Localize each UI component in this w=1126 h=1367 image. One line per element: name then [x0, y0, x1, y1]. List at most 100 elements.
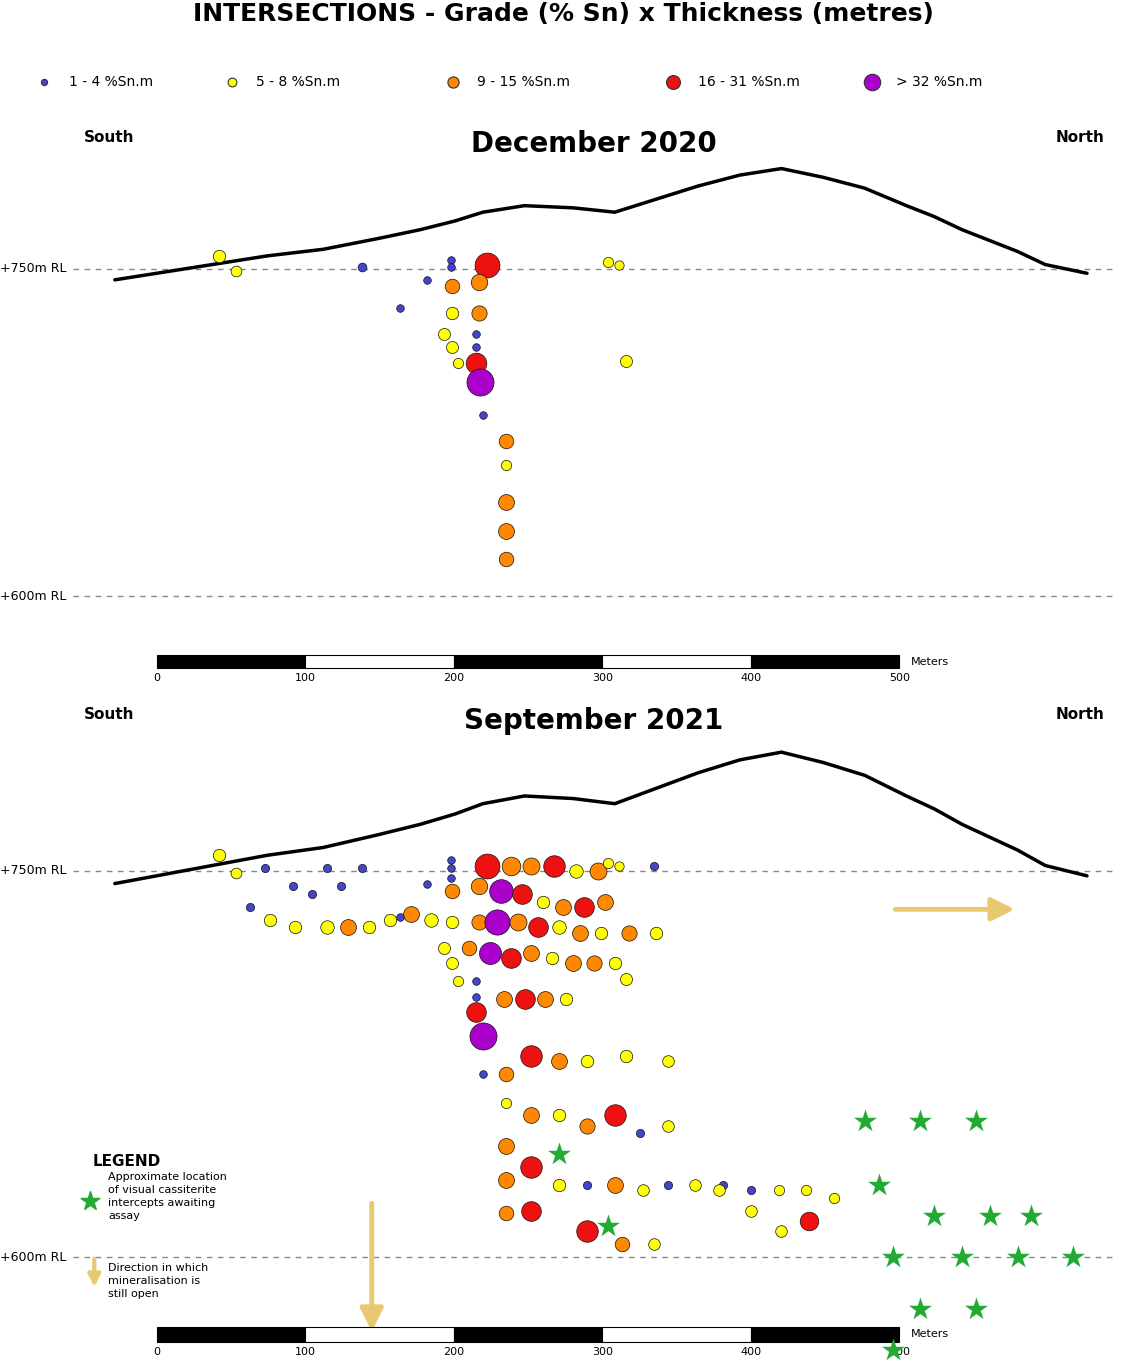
Point [332, 875, 350, 897]
Bar [454, 655, 602, 668]
Point [319, 857, 337, 879]
Point [606, 1105, 624, 1126]
Point [501, 947, 519, 969]
Point [911, 1110, 929, 1132]
Point [599, 252, 617, 273]
Text: Meters: Meters [911, 1329, 949, 1340]
Point [516, 988, 534, 1010]
Point [256, 857, 274, 879]
Point [449, 351, 467, 373]
Text: 0: 0 [153, 1348, 160, 1357]
Point [391, 297, 409, 319]
Point [441, 857, 459, 879]
Text: Meters: Meters [911, 656, 949, 667]
Point [441, 849, 459, 871]
Point [606, 1174, 624, 1196]
Point [261, 909, 279, 931]
Point [647, 921, 665, 943]
Point [467, 971, 485, 992]
Text: INTERSECTIONS - Grade (% Sn) x Thickness (metres): INTERSECTIONS - Grade (% Sn) x Thickness… [193, 1, 933, 26]
Point [578, 1115, 596, 1137]
Point [444, 336, 462, 358]
Point [575, 895, 593, 917]
Point [586, 953, 604, 975]
Point [714, 1174, 732, 1196]
Point [226, 260, 244, 282]
Point [381, 909, 399, 931]
Text: 9 - 15 %Sn.m: 9 - 15 %Sn.m [477, 75, 570, 89]
Point [522, 1046, 540, 1068]
Point [1009, 1247, 1027, 1269]
Text: 100: 100 [295, 673, 315, 682]
Bar [751, 655, 900, 668]
Point [444, 302, 462, 324]
Text: 500: 500 [890, 1348, 910, 1357]
Point [501, 854, 519, 876]
Point [444, 276, 462, 298]
Point [481, 942, 499, 964]
Point [619, 921, 637, 943]
Point [470, 302, 488, 324]
Bar [157, 655, 305, 668]
Point [419, 269, 437, 291]
Text: +600m RL: +600m RL [0, 589, 66, 603]
Bar [751, 1326, 900, 1342]
Point [522, 1156, 540, 1178]
Point [209, 245, 227, 267]
Text: North: North [1055, 130, 1105, 145]
Point [459, 936, 477, 958]
Point [444, 71, 462, 93]
Point [441, 868, 459, 890]
Point [286, 916, 304, 938]
Point [742, 1200, 760, 1222]
Point [1022, 1204, 1040, 1226]
Point [869, 1174, 887, 1196]
Point [419, 872, 437, 894]
Point [467, 1002, 485, 1024]
Point [709, 1180, 727, 1202]
Point [599, 1215, 617, 1237]
Text: +750m RL: +750m RL [0, 864, 66, 878]
Point [536, 988, 554, 1010]
Text: +600m RL: +600m RL [0, 1251, 66, 1263]
Point [35, 71, 53, 93]
Point [498, 431, 516, 452]
Point [444, 912, 462, 934]
Point [223, 71, 241, 93]
Point [492, 880, 510, 902]
Point [498, 519, 516, 541]
Point [659, 1050, 677, 1072]
Point [551, 1174, 569, 1196]
Point [498, 548, 516, 570]
Point [522, 854, 540, 876]
Point [441, 249, 459, 271]
Point [884, 1338, 902, 1360]
Point [863, 71, 881, 93]
Point [422, 909, 440, 931]
Point [522, 1200, 540, 1222]
Point [284, 875, 302, 897]
Point [664, 71, 682, 93]
Point [241, 895, 259, 917]
Point [498, 1092, 516, 1114]
Point [772, 1221, 790, 1243]
Point [631, 1122, 649, 1144]
Point [534, 891, 552, 913]
Bar [305, 655, 454, 668]
Point [471, 372, 489, 394]
Text: +750m RL: +750m RL [0, 262, 66, 275]
Text: 5 - 8 %Sn.m: 5 - 8 %Sn.m [257, 75, 340, 89]
Point [610, 254, 628, 276]
Point [613, 1233, 631, 1255]
Point [470, 912, 488, 934]
Point [617, 968, 635, 990]
Point [571, 921, 589, 943]
Point [444, 880, 462, 902]
Point [687, 1174, 705, 1196]
Point [659, 1115, 677, 1137]
Bar [454, 1326, 602, 1342]
Bar [602, 1326, 751, 1342]
Text: 0: 0 [153, 673, 160, 682]
Point [981, 1204, 999, 1226]
Point [354, 256, 372, 278]
